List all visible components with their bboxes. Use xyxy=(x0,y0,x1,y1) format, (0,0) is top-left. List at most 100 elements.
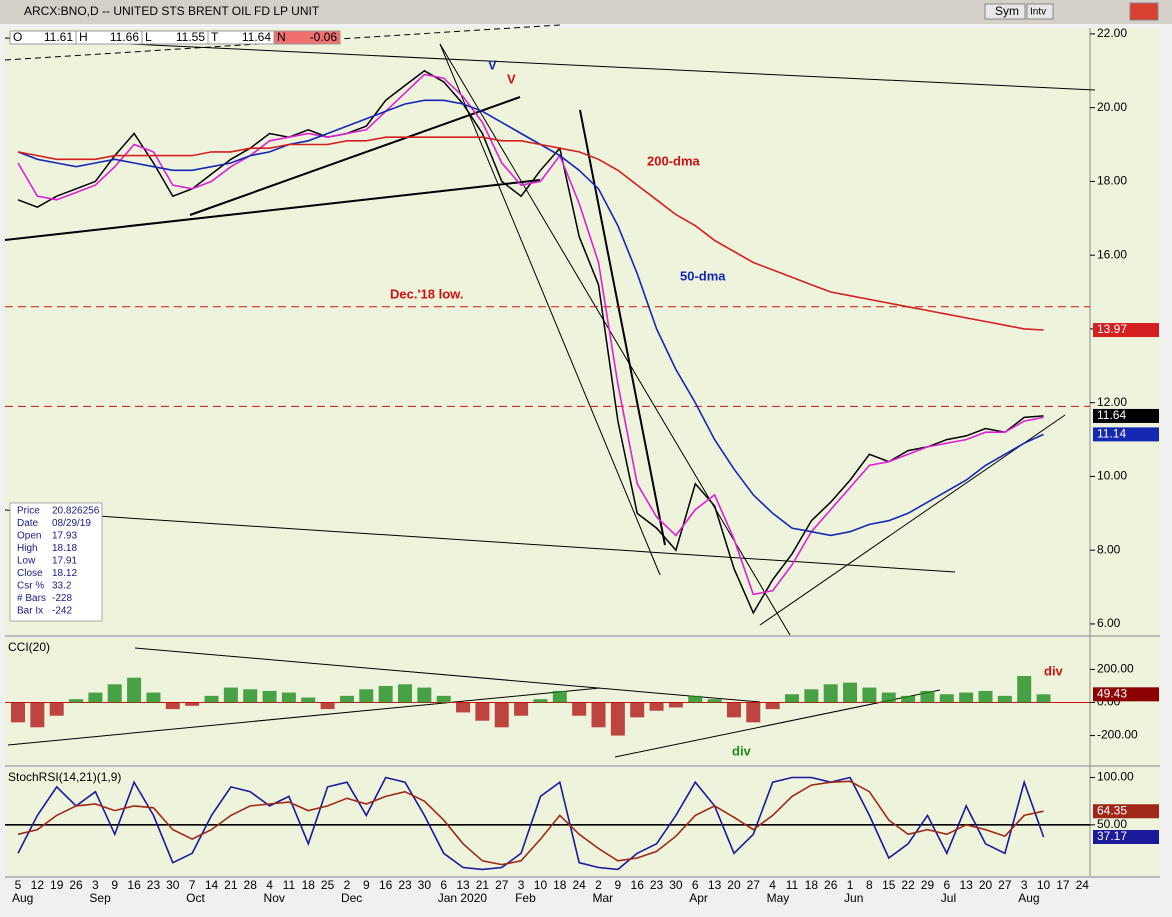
x-month-label: Jul xyxy=(941,891,956,905)
bar xyxy=(823,684,838,703)
x-tick-label: 7 xyxy=(189,878,196,892)
panel-title: CCI(20) xyxy=(8,640,50,654)
x-tick-label: 29 xyxy=(921,878,935,892)
x-tick-label: 20 xyxy=(727,878,741,892)
y-tick-label: 10.00 xyxy=(1097,469,1127,483)
bar xyxy=(843,682,858,703)
x-tick-label: 3 xyxy=(1021,878,1028,892)
quote-label: N xyxy=(277,30,286,44)
x-tick-label: 23 xyxy=(650,878,664,892)
x-tick-label: 18 xyxy=(302,878,316,892)
x-tick-label: 6 xyxy=(440,878,447,892)
bar xyxy=(243,689,258,703)
intv-button[interactable] xyxy=(1026,3,1054,20)
info-value: -228 xyxy=(52,593,72,604)
bar xyxy=(881,692,896,703)
x-month-label: Oct xyxy=(186,891,205,905)
x-tick-label: 26 xyxy=(69,878,83,892)
series-line xyxy=(17,780,1044,866)
bar xyxy=(417,687,432,703)
x-month-label: Jun xyxy=(844,891,863,905)
x-tick-label: 19 xyxy=(50,878,64,892)
info-label: Price xyxy=(17,506,40,517)
x-tick-label: 4 xyxy=(769,878,776,892)
info-value: 20.826256 xyxy=(52,506,100,517)
bar xyxy=(378,685,393,703)
intv-button-label[interactable]: Intv xyxy=(1030,7,1046,18)
quote-value: 11.55 xyxy=(176,30,205,44)
bar xyxy=(785,694,799,703)
x-tick-label: 9 xyxy=(615,878,622,892)
quote-label: T xyxy=(211,30,219,44)
quote-value: 11.66 xyxy=(110,30,139,44)
info-value: 17.91 xyxy=(52,556,77,567)
y-tick-label: 200.00 xyxy=(1097,662,1134,676)
quote-box xyxy=(273,30,341,45)
bar xyxy=(398,684,412,703)
bar xyxy=(610,702,625,736)
last-value-box xyxy=(1093,427,1159,442)
bar xyxy=(281,692,296,703)
info-label: Bar Ix xyxy=(17,606,43,617)
annotation: 50-dma xyxy=(680,268,726,283)
stoch-panel xyxy=(5,768,1090,876)
bar xyxy=(146,692,161,703)
bar xyxy=(456,702,471,713)
bar xyxy=(11,702,25,723)
bar xyxy=(185,702,200,706)
last-value-box xyxy=(1093,323,1159,338)
bar xyxy=(301,697,316,703)
y-tick-label: 20.00 xyxy=(1097,100,1127,114)
bar xyxy=(978,690,993,703)
info-label: High xyxy=(17,543,38,554)
bar xyxy=(436,695,451,703)
bar xyxy=(707,699,722,703)
annotation: 200-dma xyxy=(647,153,701,168)
annotation: V xyxy=(488,57,497,72)
close-button[interactable] xyxy=(1129,2,1159,21)
x-tick-label: 10 xyxy=(1037,878,1051,892)
quote-value: 11.64 xyxy=(242,30,271,44)
title-bar xyxy=(0,0,1172,24)
x-tick-label: 3 xyxy=(518,878,525,892)
x-tick-label: 20 xyxy=(979,878,993,892)
last-value-label: 11.64 xyxy=(1097,408,1126,422)
bar xyxy=(107,684,122,703)
info-value: 17.93 xyxy=(52,531,77,542)
x-tick-label: 10 xyxy=(534,878,548,892)
x-tick-label: 25 xyxy=(321,878,335,892)
x-month-label: May xyxy=(767,891,790,905)
x-tick-label: 3 xyxy=(92,878,99,892)
info-value: -242 xyxy=(52,606,72,617)
x-tick-label: 6 xyxy=(692,878,699,892)
x-tick-label: 16 xyxy=(379,878,393,892)
x-tick-label: 2 xyxy=(595,878,602,892)
bar xyxy=(165,702,180,710)
info-value: 08/29/19 xyxy=(52,518,91,529)
series-line xyxy=(17,776,1045,871)
x-tick-label: 4 xyxy=(266,878,273,892)
sym-button-label[interactable]: Sym xyxy=(995,4,1019,18)
bar xyxy=(959,692,974,703)
x-tick-label: 30 xyxy=(166,878,180,892)
annotation: V xyxy=(507,71,516,86)
bar xyxy=(494,702,509,728)
bar xyxy=(630,702,645,718)
y-tick-label: 100.00 xyxy=(1097,770,1134,784)
bar xyxy=(359,689,374,703)
info-value: 33.2 xyxy=(52,581,72,592)
last-value-label: 49.43 xyxy=(1097,686,1127,700)
x-tick-label: 5 xyxy=(15,878,22,892)
last-value-box xyxy=(1093,687,1159,702)
info-label: Close xyxy=(17,568,43,579)
series-line xyxy=(17,73,1044,596)
bar xyxy=(920,690,935,703)
window-title: ARCX:BNO,D -- UNITED STS BRENT OIL FD LP… xyxy=(24,4,320,18)
last-value-label: 13.97 xyxy=(1097,322,1127,336)
x-tick-label: 11 xyxy=(786,878,799,892)
info-box xyxy=(9,502,103,622)
bar xyxy=(765,702,780,710)
bar xyxy=(30,702,45,728)
sym-button[interactable] xyxy=(984,3,1026,20)
